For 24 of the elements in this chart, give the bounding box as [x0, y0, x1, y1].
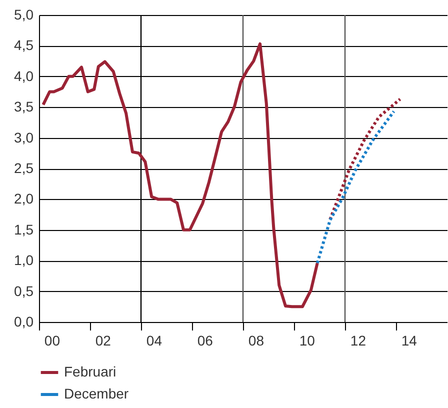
legend-label: December	[64, 386, 129, 402]
line-series	[328, 98, 402, 221]
x-tick-label: 00	[44, 332, 60, 348]
x-tick-label: 04	[146, 332, 162, 348]
x-tick-label: 02	[95, 332, 112, 348]
x-tick-label: 06	[197, 332, 214, 348]
x-tick-label: 08	[248, 332, 264, 348]
y-tick-label: 1,0	[14, 252, 34, 268]
x-tick-label: 12	[350, 332, 366, 348]
y-tick-label: 2,5	[14, 160, 34, 176]
line-series	[42, 42, 319, 308]
y-tick-label: 1,5	[14, 221, 34, 238]
x-tick-label: 14	[401, 332, 418, 348]
y-tick-label: 2,0	[14, 190, 34, 207]
y-tick-label: 4,0	[14, 68, 34, 84]
y-tick-label: 3,5	[14, 98, 34, 115]
y-tick-label: 5,0	[14, 6, 34, 22]
y-tick-label: 0,5	[14, 282, 34, 299]
y-tick-label: 0,0	[14, 314, 34, 330]
x-tick-label: 10	[299, 332, 316, 348]
y-tick-label: 3,0	[14, 129, 34, 146]
line-series	[316, 110, 396, 265]
legend-label: Februari	[64, 364, 116, 380]
y-tick-label: 4,5	[14, 37, 34, 54]
